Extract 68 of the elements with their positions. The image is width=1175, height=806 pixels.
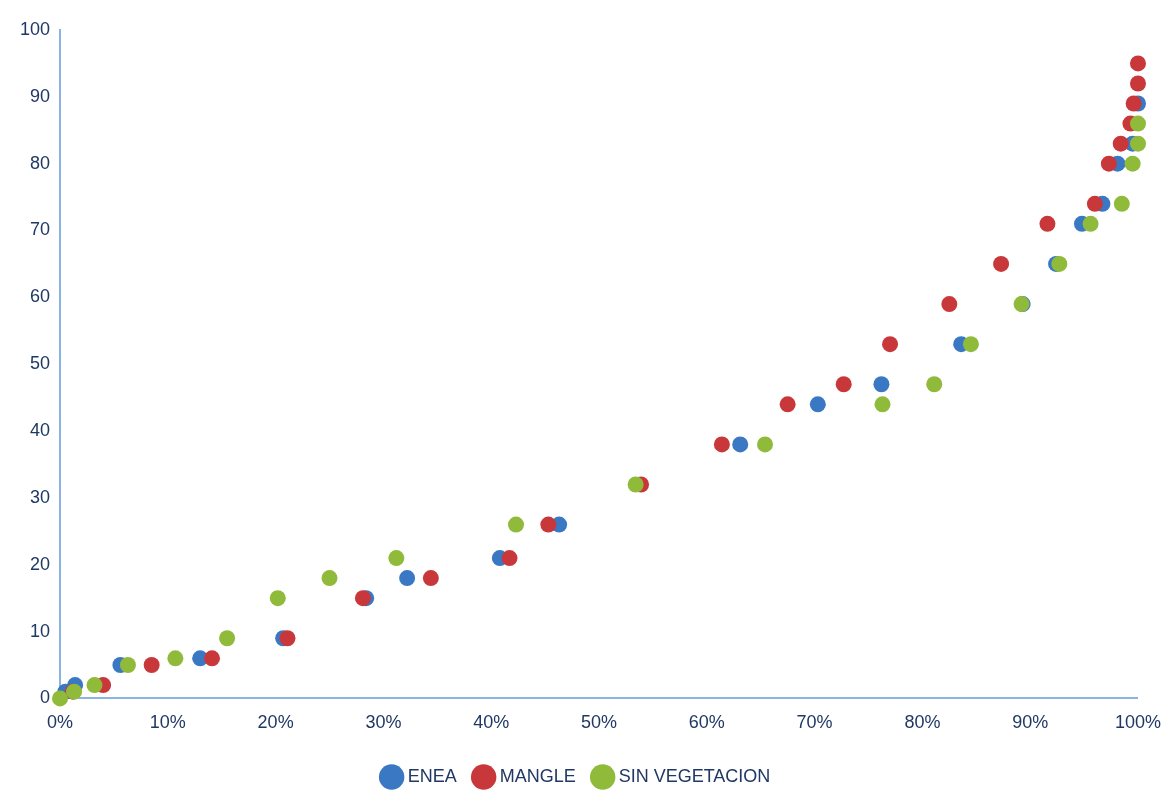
point	[732, 436, 749, 453]
x-tick-label: 80%	[904, 712, 941, 733]
x-tick-label: 100%	[1114, 712, 1161, 733]
point	[219, 630, 236, 647]
point	[1039, 215, 1056, 232]
point	[540, 516, 557, 533]
point	[1086, 195, 1103, 212]
point	[809, 396, 826, 413]
y-tick-label: 60	[30, 286, 51, 307]
point	[501, 550, 518, 567]
point	[1112, 135, 1129, 152]
x-tick-label: 20%	[257, 712, 294, 733]
point	[1129, 75, 1146, 92]
x-tick-label: 40%	[473, 712, 510, 733]
point	[779, 396, 796, 413]
x-tick-label: 90%	[1012, 712, 1049, 733]
y-tick-label: 70	[30, 219, 51, 240]
point	[1129, 135, 1146, 152]
point	[713, 436, 730, 453]
point	[962, 336, 979, 353]
point	[1100, 155, 1117, 172]
point	[1125, 95, 1142, 112]
point	[321, 570, 338, 587]
point	[926, 376, 943, 393]
point	[399, 570, 416, 587]
point	[1129, 115, 1146, 132]
point	[143, 656, 160, 673]
point	[757, 436, 774, 453]
y-tick-label: 0	[40, 687, 51, 708]
x-tick-label: 50%	[580, 712, 618, 733]
point	[835, 376, 852, 393]
point	[119, 656, 136, 673]
x-tick-label: 60%	[688, 712, 725, 733]
point	[354, 590, 371, 607]
y-tick-label: 40	[30, 420, 51, 441]
point	[508, 516, 525, 533]
point	[269, 590, 286, 607]
y-tick-label: 100	[19, 18, 51, 39]
x-tick-label: 30%	[365, 712, 402, 733]
point	[627, 476, 644, 493]
x-tick-label: 0%	[47, 712, 74, 733]
point	[204, 650, 221, 667]
point	[388, 550, 405, 567]
point	[422, 570, 439, 587]
legend-label: MANGLE	[499, 765, 576, 786]
point	[52, 690, 69, 707]
y-tick-label: 50	[30, 353, 51, 374]
point	[1124, 155, 1141, 172]
x-tick-label: 10%	[149, 712, 186, 733]
point	[873, 376, 890, 393]
y-tick-label: 30	[30, 486, 51, 507]
point	[86, 677, 103, 694]
point	[167, 650, 184, 667]
point	[874, 396, 891, 413]
point	[1113, 195, 1130, 212]
point	[1082, 215, 1099, 232]
y-tick-label: 20	[30, 553, 51, 574]
y-tick-label: 90	[30, 85, 51, 106]
y-tick-label: 80	[30, 152, 51, 173]
y-tick-label: 10	[30, 620, 51, 641]
point	[1129, 55, 1146, 72]
legend-label: ENEA	[407, 765, 457, 786]
point	[279, 630, 296, 647]
x-tick-label: 70%	[796, 712, 833, 733]
point	[993, 255, 1010, 272]
point	[941, 296, 958, 313]
point	[882, 336, 899, 353]
legend-label: SIN VEGETACION	[618, 765, 771, 786]
